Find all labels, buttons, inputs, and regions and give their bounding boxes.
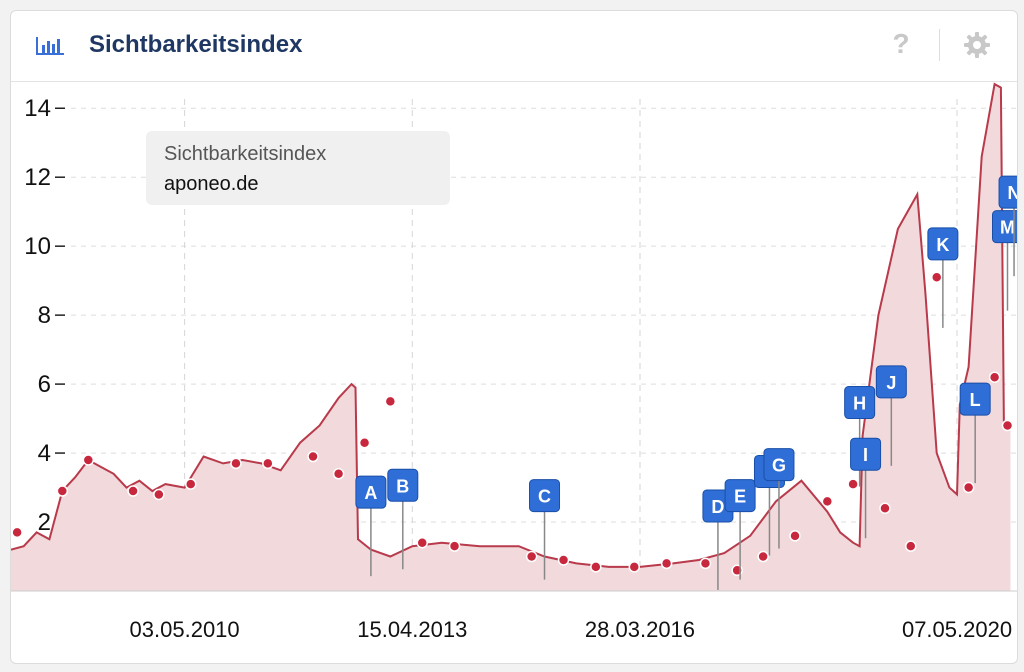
data-point-marker xyxy=(879,502,891,514)
event-flag xyxy=(529,479,561,513)
data-point-marker xyxy=(307,450,319,463)
data-point-marker xyxy=(789,530,801,542)
data-point-marker xyxy=(384,395,397,408)
event-flag xyxy=(850,437,882,471)
data-point-marker xyxy=(557,554,570,566)
event-flag xyxy=(998,175,1017,209)
card-title: Sichtbarkeitsindex xyxy=(89,31,303,58)
x-tick-label: 03.05.2010 xyxy=(130,617,240,642)
event-flag-label: E xyxy=(734,487,746,507)
data-point-marker xyxy=(332,468,345,480)
data-point-marker xyxy=(153,488,165,501)
event-flag-label: M xyxy=(1000,218,1015,238)
event-flag-label: B xyxy=(396,476,409,496)
data-point-marker xyxy=(930,271,943,283)
event-flag xyxy=(927,227,959,261)
visibility-chart: 2 4 6 8 10 12 14 03.05.2010 15.04.2013 28.03.2016… xyxy=(11,82,1017,642)
event-flag-label: H xyxy=(853,394,866,414)
event-flag xyxy=(724,479,756,513)
data-point-marker xyxy=(962,481,975,494)
data-point-marker xyxy=(262,457,274,470)
event-flag-label: A xyxy=(364,483,377,503)
y-tick-label: 8 xyxy=(38,302,51,329)
data-point-marker xyxy=(127,485,139,497)
y-tick-label: 6 xyxy=(38,371,51,398)
y-tick-label: 14 xyxy=(24,95,51,122)
event-flag xyxy=(387,468,419,502)
data-point-marker xyxy=(590,561,602,573)
y-tick-label: 2 xyxy=(38,509,51,536)
event-flag xyxy=(875,365,907,399)
event-flag-label: J xyxy=(886,373,896,393)
bar-chart-icon xyxy=(36,37,64,55)
data-point-marker xyxy=(757,550,769,563)
event-flag-label: K xyxy=(936,235,949,255)
series-line xyxy=(11,82,1011,568)
event-flag xyxy=(844,386,876,420)
data-point-marker xyxy=(699,557,712,570)
data-point-marker xyxy=(905,540,917,552)
data-point-marker xyxy=(358,436,371,449)
tooltip-value: aponeo.de xyxy=(164,173,259,195)
data-point-marker xyxy=(56,485,69,497)
visibility-index-card: Sichtbarkeitsindex ? 2 4 6 8 10 12 14 03.05.201… xyxy=(10,10,1018,664)
event-flag xyxy=(991,210,1017,244)
data-point-marker xyxy=(11,526,23,539)
data-point-marker xyxy=(82,454,95,466)
y-tick-label: 10 xyxy=(24,233,51,260)
data-point-marker xyxy=(988,371,1001,383)
data-point-marker xyxy=(230,457,242,470)
event-flag xyxy=(763,448,795,482)
data-point-marker xyxy=(184,478,197,490)
data-point-marker xyxy=(1001,419,1014,432)
data-point-marker xyxy=(821,495,834,508)
event-flag-label: L xyxy=(970,390,981,410)
x-tick-label: 07.05.2020 xyxy=(902,617,1012,642)
event-flag-label: I xyxy=(863,445,868,465)
event-flag xyxy=(959,382,991,416)
data-point-marker xyxy=(628,561,641,573)
y-tick-label: 12 xyxy=(24,164,51,191)
data-point-marker xyxy=(525,550,538,563)
tooltip-label: Sichtbarkeitsindex xyxy=(164,143,327,165)
card-header: Sichtbarkeitsindex ? xyxy=(11,11,1017,82)
x-tick-label: 15.04.2013 xyxy=(357,617,467,642)
event-flag-label: N xyxy=(1008,183,1017,203)
chart-tooltip: Sichtbarkeitsindex aponeo.de xyxy=(146,131,450,205)
event-flag-label: C xyxy=(538,487,551,507)
event-flag xyxy=(355,475,387,509)
data-point-marker xyxy=(847,478,859,490)
event-flag-label: G xyxy=(772,456,786,476)
question-icon[interactable]: ? xyxy=(892,28,910,59)
event-flag-label: D xyxy=(711,497,724,517)
data-point-marker xyxy=(660,557,673,570)
data-point-marker xyxy=(448,540,461,552)
y-tick-label: 4 xyxy=(38,440,51,467)
gear-icon[interactable] xyxy=(963,31,991,59)
data-point-marker xyxy=(416,536,428,549)
header-divider xyxy=(939,29,940,61)
x-tick-label: 28.03.2016 xyxy=(585,617,695,642)
